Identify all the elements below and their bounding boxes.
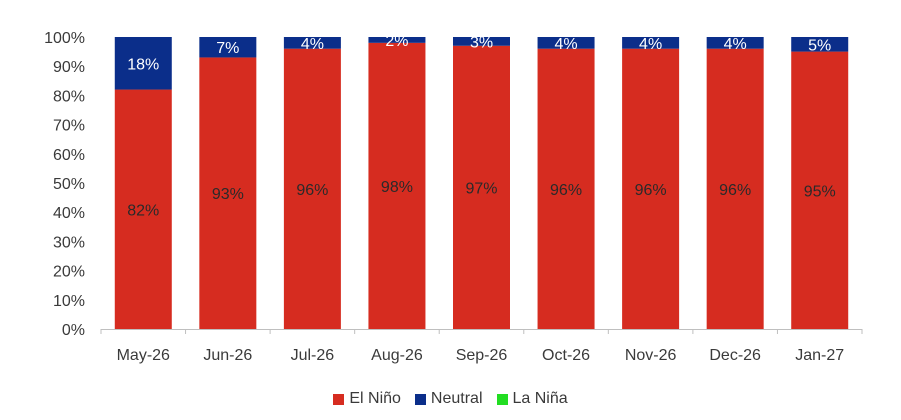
legend-swatch [496, 393, 508, 405]
bars: 82% 18% 93% 7% 96% 4% 98% 2% 97% 3% 96% 4% 96% 4% 96% 4… [114, 33, 849, 330]
legend-item-la-nina: La Niña [496, 390, 568, 408]
y-tick-label: 70% [53, 118, 85, 135]
bar-el-nino [537, 48, 595, 330]
bar-el-nino [622, 48, 680, 330]
data-label-el-nino: 96% [635, 182, 667, 199]
bar-neutral [622, 37, 680, 49]
x-tick-label: Aug-26 [371, 347, 423, 364]
data-label-el-nino: 93% [212, 186, 244, 203]
data-label-el-nino: 96% [719, 182, 751, 199]
legend-swatch [414, 393, 426, 405]
data-label-neutral: 3% [470, 34, 493, 51]
x-tick-label: Sep-26 [456, 347, 508, 364]
data-label-el-nino: 96% [296, 182, 328, 199]
bar-el-nino [283, 48, 341, 330]
bar-neutral [283, 37, 341, 49]
bar-el-nino [453, 45, 510, 329]
x-tick-label: Oct-26 [542, 347, 590, 364]
y-tick-label: 30% [53, 234, 85, 251]
y-tick-label: 10% [53, 293, 85, 310]
data-label-neutral: 4% [301, 36, 324, 53]
bar-neutral [368, 37, 426, 43]
legend-label: La Niña [512, 390, 568, 407]
y-tick-label: 0% [62, 322, 85, 339]
bar-neutral [199, 37, 257, 58]
legend-label: El Niño [349, 390, 401, 407]
data-label-el-nino: 95% [804, 183, 836, 200]
x-tick-label: Jan-27 [795, 347, 844, 364]
x-axis: May-26 Jun-26 Jul-26 Aug-26 Sep-26 Oct-26 Nov-… [100, 329, 863, 364]
bar-el-nino [368, 42, 426, 330]
bar-el-nino [199, 57, 257, 329]
legend-item-neutral: Neutral [414, 390, 483, 408]
x-tick-label: Dec-26 [709, 347, 761, 364]
x-tick-label: May-26 [117, 347, 170, 364]
bar-neutral [114, 37, 172, 90]
y-tick-label: 90% [53, 59, 85, 76]
legend-item-el-nino: El Niño [333, 390, 401, 408]
bar-neutral [706, 37, 764, 49]
y-tick-label: 100% [44, 30, 85, 47]
y-tick-label: 50% [53, 176, 85, 193]
bar-neutral [453, 37, 510, 46]
data-label-neutral: 4% [724, 36, 747, 53]
legend: El Niño Neutral La Niña [0, 390, 901, 408]
legend-label: Neutral [430, 390, 483, 407]
data-label-neutral: 18% [127, 56, 159, 73]
legend-swatch [333, 393, 345, 405]
x-tick-label: Jul-26 [291, 347, 335, 364]
y-axis: 0% 10% 20% 30% 40% 50% 60% 70% 80% 90% 100% [44, 30, 85, 339]
y-tick-label: 60% [53, 147, 85, 164]
data-label-el-nino: 98% [381, 179, 413, 196]
y-tick-label: 80% [53, 88, 85, 105]
data-label-neutral: 2% [385, 33, 408, 50]
data-label-neutral: 4% [639, 36, 662, 53]
data-label-el-nino: 82% [127, 202, 159, 219]
y-tick-label: 20% [53, 264, 85, 281]
bar-el-nino [114, 89, 172, 329]
x-tick-label: Jun-26 [203, 347, 252, 364]
data-label-neutral: 4% [554, 36, 577, 53]
data-label-neutral: 5% [808, 37, 831, 54]
data-label-el-nino: 97% [465, 180, 497, 197]
y-tick-label: 40% [53, 205, 85, 222]
x-tick-label: Nov-26 [625, 347, 677, 364]
bar-neutral [537, 37, 595, 49]
data-label-neutral: 7% [216, 40, 239, 57]
bar-el-nino [791, 51, 849, 329]
data-label-el-nino: 96% [550, 182, 582, 199]
bar-el-nino [706, 48, 764, 330]
bar-neutral [791, 37, 849, 52]
